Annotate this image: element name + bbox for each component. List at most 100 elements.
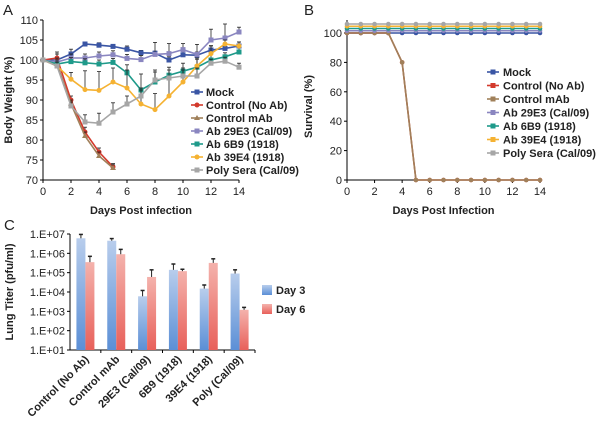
b-data-point <box>413 21 419 27</box>
b-data-point <box>537 21 543 27</box>
b-legend-marker <box>490 83 496 88</box>
c-legend-swatch <box>262 304 272 314</box>
a-data-point <box>222 58 228 64</box>
a-data-point <box>68 76 74 82</box>
a-legend-marker <box>194 115 200 120</box>
b-legend-marker <box>490 137 496 142</box>
a-data-point <box>222 45 228 51</box>
b-legend-marker <box>490 123 496 129</box>
a-legend-label: Ab 39E4 (1918) <box>206 152 285 164</box>
b-legend-label: Control mAb <box>503 94 570 106</box>
c-y-tick-label: 1.E+06 <box>30 248 65 260</box>
c-bar <box>230 273 240 350</box>
a-data-point <box>194 63 200 69</box>
c-legend-label: Day 6 <box>276 304 305 316</box>
a-data-point <box>166 75 172 81</box>
b-data-point <box>482 177 488 183</box>
a-x-tick-label: 4 <box>96 186 102 198</box>
b-data-point <box>358 21 364 27</box>
c-bar <box>168 269 178 350</box>
a-y-axis-label: Body Weight (%) <box>3 56 15 144</box>
a-legend-label: Control mAb <box>206 113 273 125</box>
c-bar <box>138 296 148 350</box>
b-data-point <box>344 21 350 27</box>
a-data-point <box>124 101 130 107</box>
b-data-point <box>441 21 446 27</box>
a-x-tick-label: 8 <box>152 186 158 198</box>
a-data-point <box>138 57 144 63</box>
a-legend-label: Control (No Ab) <box>206 100 288 112</box>
a-data-point <box>222 41 228 47</box>
a-data-point <box>180 47 186 53</box>
b-x-tick-label: 4 <box>399 186 405 198</box>
a-data-point <box>96 61 102 67</box>
b-legend-label: Poly Sera (Cal/09) <box>503 148 596 160</box>
c-bar <box>116 254 126 350</box>
a-data-point <box>222 35 228 41</box>
b-x-tick-label: 2 <box>372 186 378 198</box>
b-legend-marker <box>490 150 496 156</box>
a-legend-marker <box>194 141 200 147</box>
b-x-tick-label: 8 <box>454 186 460 198</box>
a-data-point <box>82 87 88 93</box>
a-y-tick-label: 80 <box>26 135 38 147</box>
b-y-axis-label: Survival (%) <box>303 75 315 138</box>
b-legend-marker <box>490 110 496 115</box>
a-x-tick-label: 0 <box>40 186 46 198</box>
a-data-point <box>180 79 186 85</box>
b-data-point <box>454 21 460 27</box>
b-y-tick-label: 20 <box>330 146 342 158</box>
b-data-point <box>510 177 515 183</box>
b-data-point <box>496 177 501 183</box>
a-y-tick-label: 70 <box>26 175 38 187</box>
a-series-line <box>42 57 114 168</box>
a-data-point <box>82 55 88 61</box>
a-legend-label: Ab 6B9 (1918) <box>206 139 279 151</box>
a-data-point <box>96 87 102 93</box>
b-data-point <box>510 21 515 27</box>
a-data-point <box>236 43 242 49</box>
b-x-tick-label: 14 <box>534 186 546 198</box>
a-y-tick-label: 95 <box>26 75 38 87</box>
a-data-point <box>82 133 88 138</box>
a-y-tick-label: 90 <box>26 95 38 107</box>
a-data-point <box>152 51 158 57</box>
a-y-tick-label: 75 <box>26 155 38 167</box>
a-data-point <box>110 59 116 65</box>
c-bar <box>147 276 157 350</box>
a-data-point <box>68 103 74 109</box>
b-data-point <box>468 21 474 27</box>
a-data-point <box>40 57 46 63</box>
a-x-axis-label: Days Post infection <box>90 205 192 217</box>
a-data-point <box>166 93 172 99</box>
a-data-point <box>236 29 242 35</box>
a-x-tick-label: 10 <box>177 186 189 198</box>
a-data-point <box>180 73 186 79</box>
a-data-point <box>54 63 60 69</box>
a-data-point <box>82 119 88 125</box>
panel-label-a: A <box>3 2 13 19</box>
a-y-tick-label: 105 <box>20 35 38 47</box>
c-bar <box>76 238 86 350</box>
c-bar <box>199 288 209 350</box>
b-legend-label: Mock <box>503 67 532 79</box>
a-y-tick-label: 110 <box>20 15 38 27</box>
b-x-axis-label: Days Post Infection <box>392 205 494 217</box>
a-x-tick-label: 12 <box>205 186 217 198</box>
a-legend-marker <box>194 167 200 173</box>
b-x-tick-label: 6 <box>427 186 433 198</box>
b-data-point <box>399 21 405 27</box>
a-data-point <box>110 43 116 49</box>
a-legend-label: Ab 29E3 (Cal/09) <box>206 126 293 138</box>
b-y-tick-label: 40 <box>330 116 342 128</box>
c-bar <box>177 271 187 350</box>
b-data-point <box>523 177 529 183</box>
b-y-tick-label: 100 <box>324 28 342 40</box>
a-data-point <box>82 41 88 47</box>
a-x-tick-label: 2 <box>68 186 74 198</box>
a-data-point <box>138 101 144 107</box>
b-data-point <box>468 177 474 183</box>
a-data-point <box>208 60 214 66</box>
a-data-point <box>152 107 158 113</box>
